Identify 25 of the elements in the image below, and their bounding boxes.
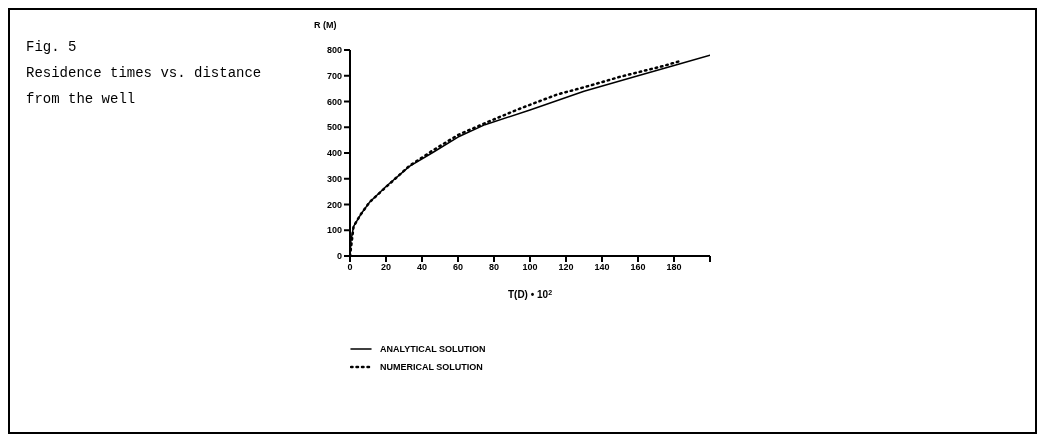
x-tick-label: 60 [452, 262, 464, 273]
x-tick-label: 120 [558, 262, 574, 273]
x-tick-label: 140 [594, 262, 610, 273]
x-tick-label: 0 [347, 262, 353, 273]
y-tick-label: 400 [326, 148, 342, 159]
text: Residence times vs. distance from the well [26, 64, 263, 109]
text: Fig. 5 [26, 38, 78, 57]
x-axis-title: T(D) • 10$^{2}$ [507, 288, 553, 300]
y-tick-label: 600 [326, 96, 342, 107]
legend-label: NUMERICAL SOLUTION [380, 361, 483, 374]
y-tick-label: 0 [336, 251, 342, 262]
legend-label: ANALYTICAL SOLUTION [380, 343, 486, 356]
x-tick-label: 20 [380, 262, 392, 273]
x-tick-label: 40 [416, 262, 428, 273]
y-tick-label: 300 [326, 173, 342, 184]
x-tick-label: 80 [488, 262, 500, 273]
x-tick-label: 180 [666, 262, 682, 273]
x-tick-label: 100 [522, 262, 538, 273]
y-tick-label: 800 [326, 45, 342, 56]
y-tick-label: 700 [326, 70, 342, 81]
y-tick-label: 100 [326, 225, 342, 236]
y-tick-label: 200 [326, 199, 342, 210]
y-tick-label: 500 [326, 122, 342, 133]
y-axis-title: R (M) [314, 20, 337, 30]
x-tick-label: 160 [630, 262, 646, 273]
